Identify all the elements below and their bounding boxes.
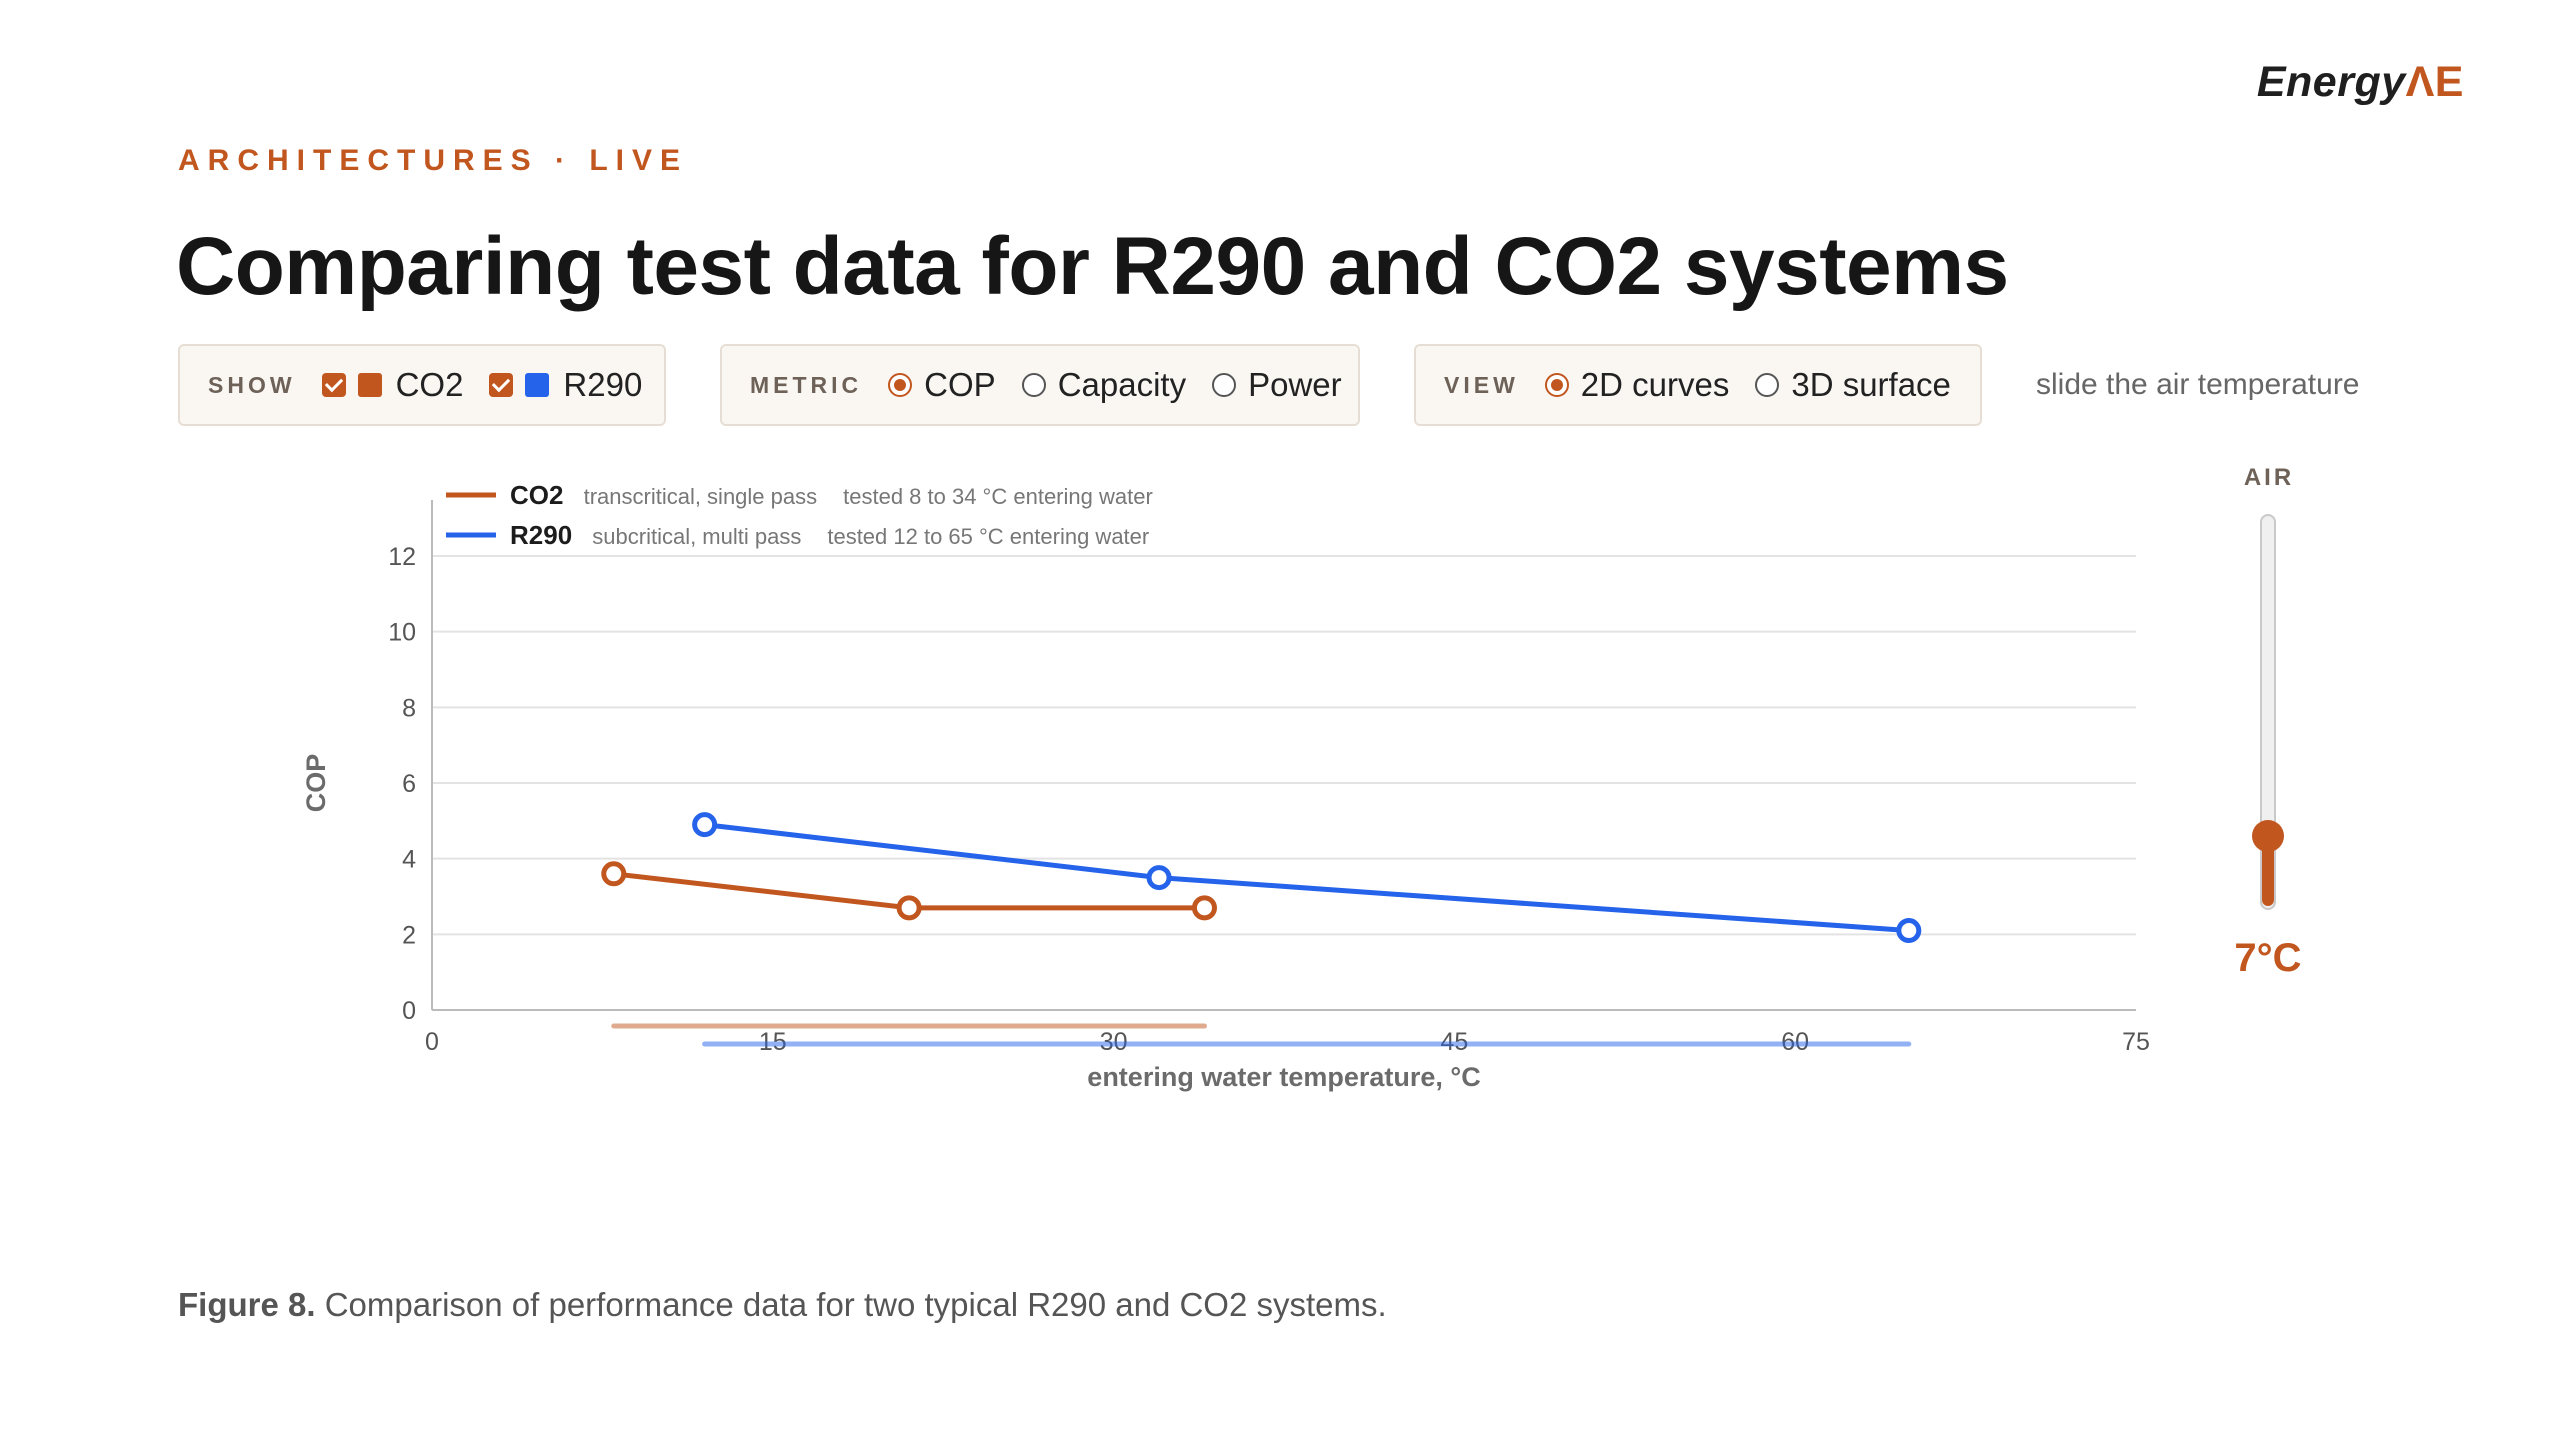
y-tick-label: 4 [402, 846, 416, 874]
air-slider-track[interactable] [2260, 514, 2276, 910]
y-axis-label: COP [301, 754, 331, 813]
view-2d-radio[interactable]: 2D curves [1544, 366, 1730, 404]
legend-entry-co2: CO2 transcritical, single pass tested 8 t… [510, 480, 1153, 510]
show-label: SHOW [208, 371, 296, 398]
y-tick-label: 2 [402, 921, 416, 949]
y-tick-label: 12 [388, 543, 416, 571]
metric-power-radio[interactable]: Power [1212, 366, 1342, 404]
view-2d-label: 2D curves [1580, 366, 1730, 403]
brand-mark: ΛΕ [2405, 58, 2464, 106]
data-point-co2 [896, 895, 922, 921]
caption-label: Figure 8. [178, 1286, 316, 1323]
x-tick-label: 75 [2122, 1028, 2150, 1056]
air-slider-thumb[interactable] [2252, 819, 2284, 852]
figure-caption: Figure 8. Comparison of performance data… [178, 1286, 1387, 1324]
data-point-r290 [1146, 865, 1172, 891]
data-point-r290 [692, 812, 718, 838]
radio-icon[interactable] [1755, 373, 1780, 397]
view-control-group: VIEW 2D curves 3D surface [1414, 344, 1982, 426]
metric-power-label: Power [1248, 366, 1342, 403]
air-temperature-value: 7°C [2234, 936, 2302, 980]
metric-cop-label: COP [924, 366, 996, 403]
air-slider-fill [2262, 835, 2274, 906]
data-point-r290 [1896, 918, 1922, 944]
air-slider-label: AIR [2243, 464, 2295, 491]
radio-icon[interactable] [1212, 373, 1237, 397]
y-tick-label: 10 [388, 619, 416, 647]
radio-selected-icon[interactable] [888, 373, 913, 397]
slider-hint: slide the air temperature [2036, 368, 2360, 401]
view-3d-radio[interactable]: 3D surface [1755, 366, 1951, 404]
r290-swatch [525, 373, 550, 397]
data-point-co2 [601, 861, 627, 887]
brand-name: Energy [2256, 58, 2406, 106]
y-tick-label: 0 [402, 997, 416, 1025]
show-control-group: SHOW CO2 R290 [178, 344, 666, 426]
metric-capacity-radio[interactable]: Capacity [1021, 366, 1187, 404]
view-label: VIEW [1444, 371, 1519, 398]
metric-capacity-label: Capacity [1057, 366, 1187, 403]
y-tick-label: 6 [402, 770, 416, 798]
show-r290-label: R290 [563, 366, 643, 403]
co2-swatch [357, 373, 382, 397]
x-tick-label: 0 [425, 1028, 439, 1056]
checkbox-icon[interactable] [321, 373, 346, 397]
section-eyebrow: ARCHITECTURES · LIVE [178, 144, 689, 177]
brand-logo: EnergyΛΕ [2257, 58, 2464, 107]
legend-entry-r290: R290 subcritical, multi pass tested 12 to… [510, 520, 1149, 550]
data-point-co2 [1191, 895, 1217, 921]
cop-line-chart: 02468101201530456075entering water tempe… [301, 480, 2150, 1092]
show-co2-toggle[interactable]: CO2 [321, 366, 464, 404]
series-line-r290 [704, 822, 1909, 934]
checkbox-icon[interactable] [489, 373, 514, 397]
show-r290-toggle[interactable]: R290 [489, 366, 642, 404]
metric-cop-radio[interactable]: COP [888, 366, 996, 404]
page-title: Comparing test data for R290 and CO2 sys… [176, 221, 2009, 312]
radio-selected-icon[interactable] [1544, 373, 1569, 397]
radio-icon[interactable] [1021, 373, 1046, 397]
caption-text: Comparison of performance data for two t… [324, 1286, 1387, 1323]
show-co2-label: CO2 [395, 366, 464, 403]
y-tick-label: 8 [402, 694, 416, 722]
metric-control-group: METRIC COP Capacity Power [720, 344, 1360, 426]
x-axis-label: entering water temperature, °C [1087, 1062, 1480, 1092]
view-3d-label: 3D surface [1791, 366, 1951, 403]
metric-label: METRIC [750, 371, 863, 398]
